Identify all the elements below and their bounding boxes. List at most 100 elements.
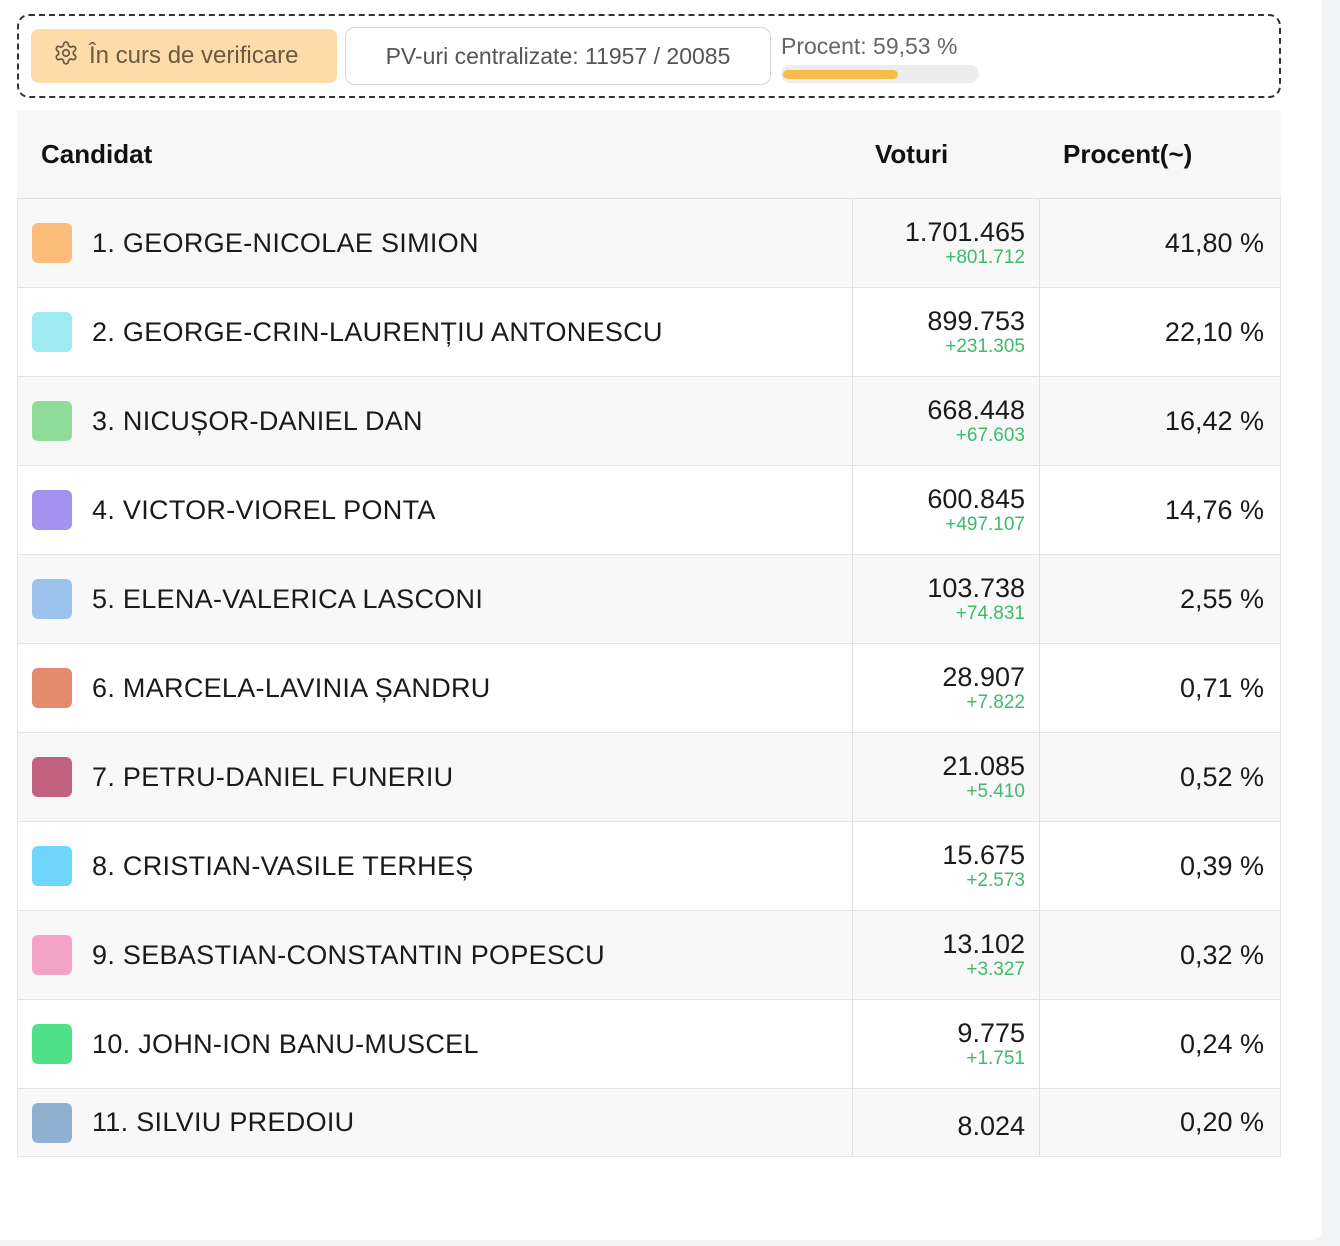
- votes-value: 8.024: [957, 1110, 1025, 1141]
- votes-value: 9.775: [957, 1018, 1025, 1048]
- candidate-color-swatch: [32, 490, 72, 530]
- candidate-color-swatch: [32, 935, 72, 975]
- candidate-name: 1. GEORGE-NICOLAE SIMION: [92, 227, 479, 258]
- table-row[interactable]: 1. GEORGE-NICOLAE SIMION 1.701.465 +801.71…: [17, 199, 1281, 288]
- votes-cell: 15.675 +2.573: [852, 822, 1040, 910]
- percent-cell: 0,71 %: [1179, 672, 1264, 703]
- votes-cell: 8.024: [852, 1089, 1040, 1156]
- votes-cell: 13.102 +3.327: [852, 911, 1040, 999]
- candidate-color-swatch: [32, 1102, 72, 1143]
- results-table: Candidat Voturi Procent(~) 1. GEORGE-NIC…: [17, 110, 1281, 1157]
- candidate-color-swatch: [32, 579, 72, 619]
- votes-cell: 21.085 +5.410: [852, 733, 1040, 821]
- candidate-name: 5. ELENA-VALERICA LASCONI: [92, 583, 484, 614]
- candidate-cell: 3. NICUȘOR-DANIEL DAN: [18, 377, 853, 465]
- percent-cell: 16,42 %: [1164, 405, 1264, 436]
- candidate-cell: 6. MARCELA-LAVINIA ȘANDRU: [18, 644, 853, 732]
- candidate-cell: 10. JOHN-ION BANU-MUSCEL: [18, 1000, 853, 1088]
- header-candidate[interactable]: Candidat: [41, 138, 153, 169]
- table-row[interactable]: 10. JOHN-ION BANU-MUSCEL 9.775 +1.751 0,24 …: [17, 1000, 1281, 1089]
- votes-delta: +497.107: [945, 514, 1025, 535]
- percent-cell: 41,80 %: [1164, 227, 1264, 258]
- candidate-cell: 7. PETRU-DANIEL FUNERIU: [18, 733, 853, 821]
- table-row[interactable]: 6. MARCELA-LAVINIA ȘANDRU 28.907 +7.822 0,7…: [17, 644, 1281, 733]
- votes-delta: +5.410: [966, 781, 1025, 802]
- candidate-name: 7. PETRU-DANIEL FUNERIU: [92, 761, 454, 792]
- percent-cell: 14,76 %: [1164, 494, 1264, 525]
- votes-cell: 668.448 +67.603: [852, 377, 1040, 465]
- candidate-color-swatch: [32, 223, 72, 263]
- votes-cell: 103.738 +74.831: [852, 555, 1040, 643]
- candidate-name: 4. VICTOR-VIOREL PONTA: [92, 494, 436, 525]
- candidate-name: 2. GEORGE-CRIN-LAURENȚIU ANTONESCU: [92, 316, 663, 347]
- votes-value: 103.738: [927, 573, 1025, 603]
- candidate-color-swatch: [32, 668, 72, 708]
- progress-track: [781, 65, 979, 83]
- votes-value: 600.845: [927, 484, 1025, 514]
- header-percent[interactable]: Procent(~): [1063, 138, 1193, 169]
- votes-cell: 9.775 +1.751: [852, 1000, 1040, 1088]
- table-row[interactable]: 3. NICUȘOR-DANIEL DAN 668.448 +67.603 16,42…: [17, 377, 1281, 466]
- verification-status-badge[interactable]: În curs de verificare: [31, 29, 337, 83]
- table-row[interactable]: 4. VICTOR-VIOREL PONTA 600.845 +497.107 14,…: [17, 466, 1281, 555]
- table-row[interactable]: 7. PETRU-DANIEL FUNERIU 21.085 +5.410 0,52 …: [17, 733, 1281, 822]
- table-body: 1. GEORGE-NICOLAE SIMION 1.701.465 +801.71…: [17, 199, 1281, 1157]
- status-bar: În curs de verificare PV-uri centralizat…: [17, 14, 1281, 98]
- votes-cell: 1.701.465 +801.712: [852, 199, 1040, 287]
- votes-value: 15.675: [942, 840, 1025, 870]
- table-row[interactable]: 8. CRISTIAN-VASILE TERHEȘ 15.675 +2.573 0,3…: [17, 822, 1281, 911]
- candidate-color-swatch: [32, 757, 72, 797]
- table-row[interactable]: 5. ELENA-VALERICA LASCONI 103.738 +74.831 2…: [17, 555, 1281, 644]
- candidate-name: 10. JOHN-ION BANU-MUSCEL: [92, 1028, 479, 1059]
- gear-icon: [53, 40, 89, 73]
- percent-cell: 22,10 %: [1164, 316, 1264, 347]
- votes-value: 28.907: [942, 662, 1025, 692]
- percent-cell: 2,55 %: [1179, 583, 1264, 614]
- candidate-name: 9. SEBASTIAN-CONSTANTIN POPESCU: [92, 939, 605, 970]
- votes-delta: +3.327: [966, 959, 1025, 980]
- table-row[interactable]: 2. GEORGE-CRIN-LAURENȚIU ANTONESCU 899.75…: [17, 288, 1281, 377]
- votes-delta: +231.305: [945, 336, 1025, 357]
- header-votes[interactable]: Voturi: [875, 138, 949, 169]
- table-row[interactable]: 9. SEBASTIAN-CONSTANTIN POPESCU 13.102 +3.…: [17, 911, 1281, 1000]
- votes-delta: +2.573: [966, 870, 1025, 891]
- votes-delta: +1.751: [966, 1048, 1025, 1069]
- candidate-color-swatch: [32, 401, 72, 441]
- votes-delta: +74.831: [955, 603, 1025, 624]
- pv-centralized-label: PV-uri centralizate: 11957 / 20085: [385, 42, 731, 69]
- percent-cell: 0,39 %: [1179, 850, 1264, 881]
- candidate-color-swatch: [32, 1024, 72, 1064]
- candidate-name: 11. SILVIU PREDOIU: [92, 1107, 355, 1137]
- progress-label: Procent: 59,53 %: [781, 33, 958, 59]
- votes-delta: +67.603: [955, 425, 1025, 446]
- candidate-name: 8. CRISTIAN-VASILE TERHEȘ: [92, 850, 474, 881]
- percent-cell: 0,52 %: [1179, 761, 1264, 792]
- votes-value: 13.102: [942, 929, 1025, 959]
- votes-delta: +7.822: [966, 692, 1025, 713]
- candidate-name: 3. NICUȘOR-DANIEL DAN: [92, 405, 423, 436]
- votes-value: 899.753: [927, 306, 1025, 336]
- votes-cell: 899.753 +231.305: [852, 288, 1040, 376]
- candidate-cell: 9. SEBASTIAN-CONSTANTIN POPESCU: [18, 911, 853, 999]
- table-row[interactable]: 11. SILVIU PREDOIU 8.024 0,20 %: [17, 1089, 1281, 1157]
- pv-centralized-count: PV-uri centralizate: 11957 / 20085: [345, 27, 771, 85]
- candidate-cell: 11. SILVIU PREDOIU: [18, 1089, 853, 1156]
- candidate-color-swatch: [32, 846, 72, 886]
- candidate-cell: 4. VICTOR-VIOREL PONTA: [18, 466, 853, 554]
- votes-value: 1.701.465: [904, 217, 1025, 247]
- percent-cell: 0,20 %: [1179, 1107, 1264, 1137]
- progress-fill: [783, 70, 898, 79]
- candidate-color-swatch: [32, 312, 72, 352]
- votes-value: 668.448: [927, 395, 1025, 425]
- percent-cell: 0,32 %: [1179, 939, 1264, 970]
- candidate-name: 6. MARCELA-LAVINIA ȘANDRU: [92, 672, 491, 703]
- verification-status-label: În curs de verificare: [89, 42, 299, 69]
- candidate-cell: 1. GEORGE-NICOLAE SIMION: [18, 199, 853, 287]
- candidate-cell: 5. ELENA-VALERICA LASCONI: [18, 555, 853, 643]
- percent-cell: 0,24 %: [1179, 1028, 1264, 1059]
- candidate-cell: 8. CRISTIAN-VASILE TERHEȘ: [18, 822, 853, 910]
- votes-cell: 28.907 +7.822: [852, 644, 1040, 732]
- votes-delta: +801.712: [945, 247, 1025, 268]
- votes-cell: 600.845 +497.107: [852, 466, 1040, 554]
